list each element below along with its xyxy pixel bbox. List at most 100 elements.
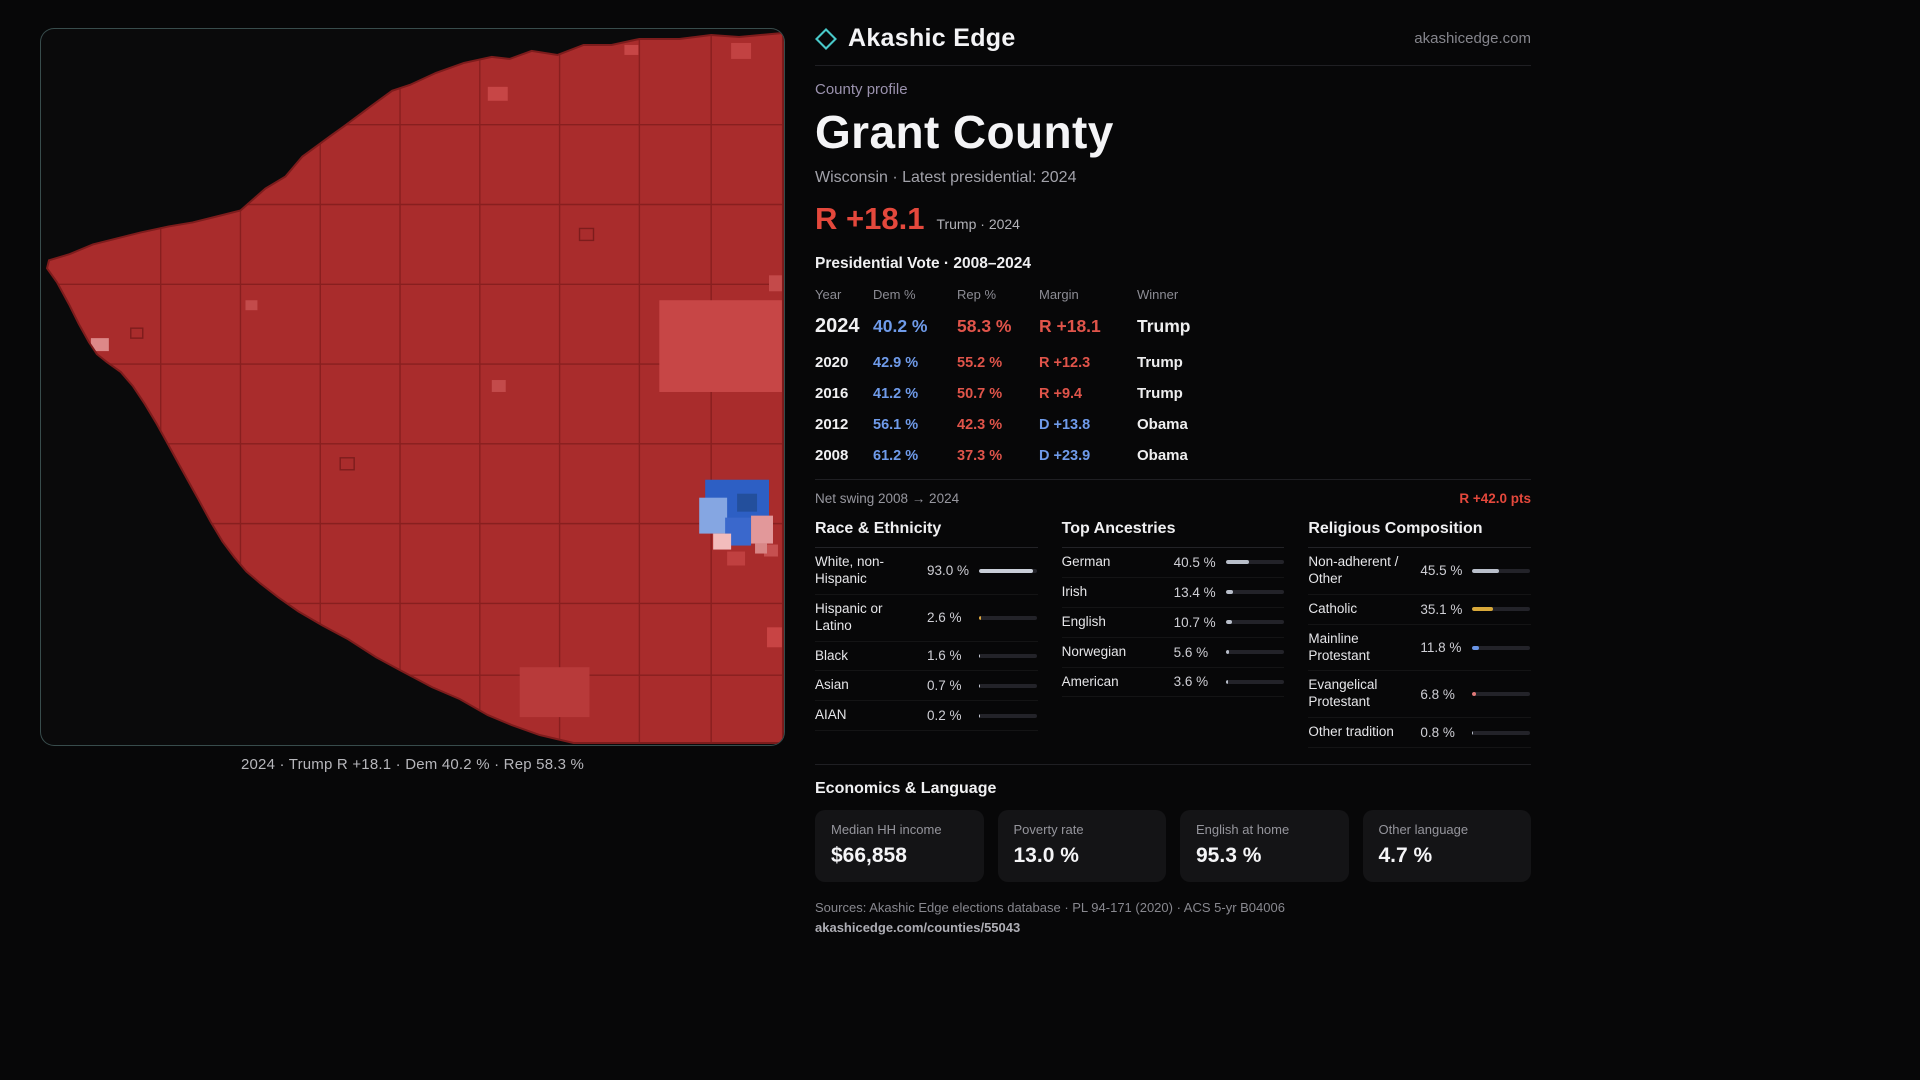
rep-pct: 50.7 % (957, 386, 1003, 402)
stat-value: $66,858 (831, 844, 907, 867)
stat-label: Median HH income (831, 822, 942, 837)
dem-pct: 42.9 % (873, 355, 919, 371)
bar-fill (979, 683, 980, 688)
stat-card: Other language 4.7 % (1362, 810, 1531, 882)
religion-label: Catholic (1308, 600, 1358, 616)
stat-card: English at home 95.3 % (1180, 810, 1349, 882)
bar-fill (1225, 560, 1250, 565)
rep-pct: 37.3 % (957, 448, 1003, 464)
race-value: 0.7 % (927, 678, 962, 694)
footer: Sources: Akashic Edge elections database… (815, 900, 1531, 937)
page-title: Grant County (815, 106, 1114, 158)
ancestry-label: American (1061, 673, 1119, 689)
margin: D +13.8 (1039, 417, 1091, 433)
permalink[interactable]: akashicedge.com/counties/55043 (815, 920, 1021, 935)
ancestry-bar (1225, 650, 1284, 655)
bar-fill (979, 615, 981, 620)
col-year: Year (815, 287, 842, 302)
county-precinct-map (45, 31, 784, 745)
stat-label: English at home (1196, 822, 1290, 837)
religion-label: Non-adherent / Other (1308, 554, 1399, 586)
col-winner: Winner (1137, 287, 1179, 302)
religion-value: 11.8 % (1420, 640, 1462, 655)
winner: Trump (1137, 385, 1183, 402)
year: 2008 (815, 447, 849, 464)
religion-row: Other tradition 0.8 % (1308, 718, 1531, 748)
stat-label: Poverty rate (1013, 822, 1084, 837)
kicker: County profile (815, 81, 908, 98)
ancestry-row: Irish 13.4 % (1061, 578, 1285, 608)
bar-fill (1225, 590, 1234, 595)
bar-fill (1225, 650, 1229, 655)
col-dem: Dem % (873, 287, 916, 302)
religion-value: 45.5 % (1420, 563, 1463, 579)
winner: Obama (1137, 447, 1188, 464)
dem-pct: 56.1 % (873, 417, 919, 433)
diamond-logo-icon (815, 27, 837, 50)
bar-fill (1472, 692, 1477, 697)
race-row: Hispanic or Latino 2.6 % (815, 595, 1038, 642)
religion-row: Mainline Protestant 11.8 % (1308, 625, 1531, 672)
vote-row-2024: 2024 40.2 % 58.3 % R +18.1 Trump (815, 306, 1531, 347)
net-swing-row: Net swing 2008 → 2024 R +42.0 pts (815, 479, 1531, 506)
ancestry-bar (1225, 679, 1284, 684)
ancestry-label: Norwegian (1061, 643, 1127, 659)
year: 2016 (815, 385, 849, 402)
subtitle: Wisconsin · Latest presidential: 2024 (815, 169, 1077, 186)
bar-fill (979, 568, 1033, 573)
rep-pct: 58.3 % (957, 316, 1012, 336)
rep-pct: 55.2 % (957, 355, 1003, 371)
net-swing-label: Net swing 2008 → 2024 (815, 491, 960, 506)
bar-fill (979, 653, 980, 658)
ancestry-row: Norwegian 5.6 % (1061, 638, 1285, 668)
religion-bar (1472, 730, 1531, 735)
race-bar (979, 568, 1037, 573)
year: 2012 (815, 416, 849, 433)
bar-fill (1472, 607, 1493, 612)
stat-card: Poverty rate 13.0 % (997, 810, 1166, 882)
race-bar (979, 615, 1037, 620)
margin: R +12.3 (1039, 355, 1091, 371)
brand-domain-link[interactable]: akashicedge.com (1414, 30, 1531, 47)
economics-stats: Median HH income $66,858 Poverty rate 13… (815, 810, 1531, 882)
dem-pct: 61.2 % (873, 448, 919, 464)
headline-note: Trump · 2024 (936, 216, 1020, 232)
col-margin: Margin (1039, 287, 1079, 302)
profile-panel: Akashic Edge akashicedge.com County prof… (815, 24, 1531, 937)
ancestry-row: American 3.6 % (1061, 668, 1285, 698)
race-bar (979, 683, 1037, 688)
year: 2020 (815, 354, 849, 371)
ancestry-bar (1225, 560, 1284, 565)
ancestry-value: 5.6 % (1173, 644, 1209, 660)
brand-header: Akashic Edge akashicedge.com (815, 24, 1531, 66)
stat-label: Other language (1378, 822, 1469, 837)
vote-row-2008: 2008 61.2 % 37.3 % D +23.9 Obama (815, 440, 1531, 471)
ancestry-value: 40.5 % (1173, 554, 1216, 570)
religion-label: Mainline Protestant (1308, 630, 1370, 663)
religion-row: Evangelical Protestant 6.8 % (1308, 671, 1531, 719)
vote-table: Year Dem % Rep % Margin Winner 2024 40.2… (815, 281, 1531, 471)
map-panel (40, 28, 785, 746)
ancestry-label: German (1061, 554, 1111, 569)
map-caption: 2024 · Trump R +18.1 · Dem 40.2 % · Rep … (240, 756, 585, 773)
vote-table-title: Presidential Vote · 2008–2024 (815, 255, 1031, 272)
winner: Obama (1137, 416, 1188, 433)
religion-value: 35.1 % (1420, 601, 1463, 617)
race-ethnicity-section: Race & Ethnicity White, non-Hispanic 93.… (815, 520, 1038, 748)
bar-fill (1472, 730, 1474, 735)
ancestry-row: English 10.7 % (1061, 608, 1285, 638)
winner: Trump (1137, 354, 1183, 371)
race-row: AIAN 0.2 % (815, 701, 1038, 732)
race-label: Asian (815, 677, 849, 693)
race-label: AIAN (815, 707, 847, 723)
margin: R +18.1 (1039, 316, 1101, 336)
bar-fill (979, 713, 980, 718)
ancestry-value: 3.6 % (1173, 674, 1209, 690)
bar-fill (1225, 679, 1228, 684)
religion-section: Religious Composition Non-adherent / Oth… (1308, 520, 1531, 748)
race-label: White, non-Hispanic (815, 554, 885, 586)
ancestry-label: English (1061, 613, 1106, 629)
race-row: Black 1.6 % (815, 642, 1038, 672)
religion-label: Evangelical Protestant (1308, 677, 1378, 710)
net-swing-value: R +42.0 pts (1459, 491, 1531, 506)
